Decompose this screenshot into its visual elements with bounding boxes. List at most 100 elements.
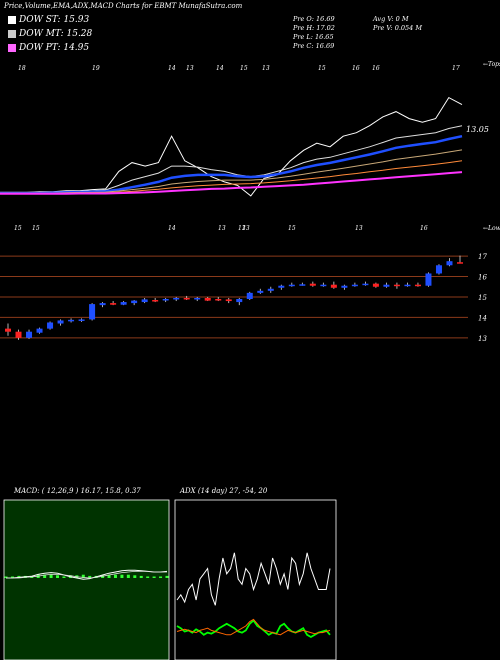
- candle-body: [341, 285, 348, 288]
- top-tick-label: 15: [240, 65, 248, 72]
- candle-body: [89, 304, 96, 320]
- ohlc-high: Pre H: 17.02: [293, 24, 335, 32]
- top-tick-label: 16: [352, 65, 360, 72]
- macd-title: MACD: ( 12,26,9 ) 16.17, 15.8, 0.37: [14, 487, 141, 495]
- ohlc-open: Pre O: 16.69: [293, 15, 335, 23]
- adx-series-line: [176, 552, 331, 606]
- macd-histogram-bar: [43, 574, 47, 578]
- candle-body: [425, 273, 432, 286]
- adx-series-line: [176, 618, 331, 636]
- low-tick-label: 14: [168, 225, 176, 232]
- macd-histogram-bar: [126, 574, 130, 578]
- candle-body: [15, 331, 22, 338]
- top-tick-label: 14: [216, 65, 224, 72]
- ema-series-line: [0, 149, 463, 194]
- candle-body: [215, 299, 222, 301]
- ohlc-low: Pre L: 16.65: [293, 33, 334, 41]
- macd-histogram-bar: [165, 575, 169, 578]
- top-tick-label: 19: [92, 65, 100, 72]
- macd-histogram-bar: [101, 575, 105, 578]
- ohlc-close: Pre C: 16.69: [293, 42, 335, 50]
- ohlc-pre-vol: Pre V: 0.054 M: [373, 24, 423, 32]
- macd-histogram-bar: [4, 576, 8, 578]
- candle-body: [246, 292, 253, 299]
- price-tick-label: 13: [478, 335, 487, 343]
- candle-body: [68, 319, 75, 322]
- candle-body: [299, 284, 306, 286]
- top-tick-label: 14: [168, 65, 176, 72]
- candle-body: [141, 299, 148, 303]
- macd-histogram-bar: [152, 576, 156, 578]
- price-tick-label: 16: [478, 274, 487, 282]
- price-tick-label: 17: [478, 253, 487, 261]
- legend-swatch-st: [8, 15, 16, 24]
- candle-body: [236, 299, 243, 303]
- candle-body: [267, 288, 274, 291]
- low-tick-label: 15: [288, 225, 296, 232]
- legend-dow-pt: DOW PT: 14.95: [8, 43, 89, 53]
- macd-histogram-bar: [10, 576, 14, 578]
- top-tick-label: 13: [262, 65, 270, 72]
- candle-body: [47, 322, 54, 329]
- candle-body: [110, 303, 117, 305]
- macd-histogram-bar: [107, 574, 111, 578]
- candle-body: [372, 283, 379, 287]
- candle-body: [57, 320, 64, 324]
- candle-body: [414, 284, 421, 287]
- top-tick-label: 15: [318, 65, 326, 72]
- macd-histogram-bar: [81, 574, 85, 578]
- top-tick-label: 13: [186, 65, 194, 72]
- legend-label-st: DOW ST: 15.93: [19, 15, 90, 25]
- top-tick-label: 18: [18, 65, 26, 72]
- macd-histogram-bar: [62, 576, 66, 578]
- candle-body: [435, 265, 442, 274]
- macd-histogram-bar: [88, 575, 92, 578]
- ema-series-line: [0, 171, 463, 195]
- price-tick-label: 14: [478, 314, 487, 322]
- top-tick-label: 16: [372, 65, 380, 72]
- candle-body: [278, 285, 285, 288]
- candle-body: [457, 262, 463, 264]
- macd-histogram-bar: [113, 574, 117, 578]
- price-tick-label: 15: [478, 294, 487, 302]
- candle-body: [194, 297, 201, 300]
- ohlc-avg-vol: Avg V: 0 M: [373, 15, 409, 23]
- lows-label: ←Lows: [483, 225, 500, 232]
- macd-histogram-bar: [139, 575, 143, 578]
- candle-body: [446, 261, 453, 266]
- candle-body: [131, 300, 138, 304]
- low-tick-label: 16: [420, 225, 428, 232]
- candle-body: [257, 290, 264, 293]
- low-tick-label: 13: [238, 225, 246, 232]
- candle-body: [36, 328, 43, 333]
- macd-histogram-bar: [120, 574, 124, 578]
- page-title: Price,Volume,EMA,ADX,MACD Charts for EBM…: [4, 2, 243, 10]
- macd-histogram-bar: [133, 575, 137, 578]
- macd-histogram-bar: [49, 574, 53, 578]
- candle-body: [183, 297, 190, 300]
- candle-body: [330, 284, 337, 288]
- tops-label: ←Tops: [483, 61, 500, 68]
- low-tick-label: 13: [355, 225, 363, 232]
- candle-body: [404, 284, 411, 287]
- candle-body: [120, 302, 127, 305]
- macd-histogram-bar: [159, 576, 163, 578]
- legend-label-pt: DOW PT: 14.95: [19, 43, 90, 53]
- ema-last-value: 13.05: [466, 125, 489, 134]
- low-tick-label: 15: [32, 225, 40, 232]
- candle-body: [362, 283, 369, 286]
- top-tick-label: 17: [452, 65, 460, 72]
- ema-series-line: [0, 125, 463, 193]
- candle-body: [162, 299, 169, 301]
- candle-body: [225, 299, 232, 302]
- legend-dow-st: DOW ST: 15.93: [8, 15, 89, 25]
- candle-body: [99, 303, 106, 306]
- candle-body: [173, 297, 180, 300]
- low-tick-label: 13: [242, 225, 250, 232]
- legend-swatch-pt: [8, 43, 16, 52]
- legend-dow-mt: DOW MT: 15.28: [8, 29, 92, 39]
- candle-body: [393, 284, 400, 287]
- candle-body: [78, 319, 85, 321]
- candle-body: [288, 284, 295, 287]
